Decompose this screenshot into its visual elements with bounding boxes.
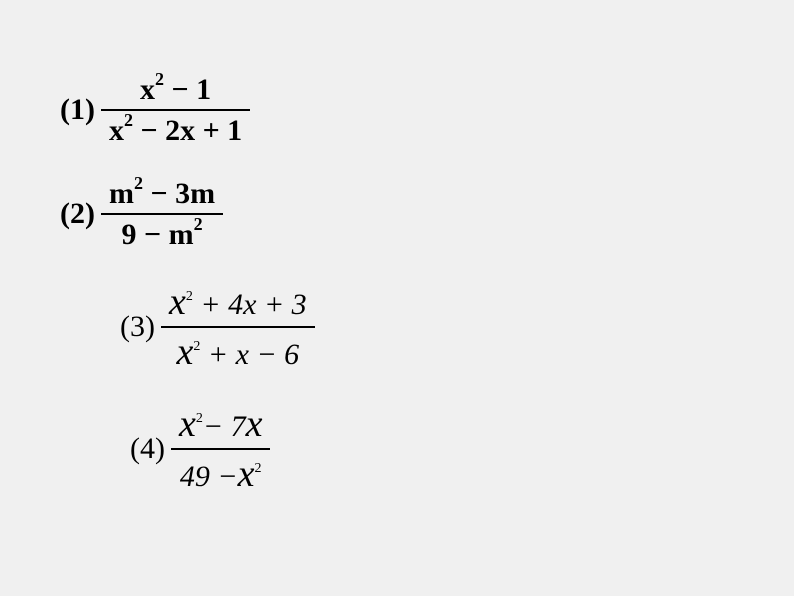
equation-3-numerator: x2 + 4x + 3	[161, 278, 315, 326]
equation-1-fraction: x2 − 1 x2 − 2x + 1	[101, 70, 250, 150]
equation-2: (2) m2 − 3m 9 − m2	[60, 174, 744, 254]
exponent: 2	[134, 173, 143, 193]
equation-4: (4) x2− 7x 49 −x2	[130, 400, 744, 498]
term: − 1	[164, 73, 211, 106]
var-x: x	[140, 73, 155, 106]
equation-3: (3) x2 + 4x + 3 x2 + x − 6	[120, 278, 744, 376]
term: − 2x + 1	[133, 114, 242, 147]
equation-4-label: (4)	[130, 432, 165, 466]
equation-1-denominator: x2 − 2x + 1	[101, 111, 250, 150]
var-x: x	[179, 403, 196, 445]
var-x: x	[238, 453, 255, 495]
term: 9 − m	[121, 218, 193, 251]
exponent: 2	[194, 214, 203, 234]
equation-2-label: (2)	[60, 197, 95, 231]
term: − 6	[249, 338, 299, 371]
term: − 7	[203, 410, 246, 443]
exponent: 2	[196, 411, 203, 426]
term: + 3	[256, 288, 306, 321]
exponent: 2	[193, 339, 200, 354]
term: + 4	[193, 288, 243, 321]
var-x: x	[109, 114, 124, 147]
term: 49 −	[180, 460, 238, 493]
equation-3-fraction: x2 + 4x + 3 x2 + x − 6	[161, 278, 315, 376]
equation-2-denominator: 9 − m2	[113, 215, 210, 254]
var-x: x	[169, 281, 186, 323]
equation-2-numerator: m2 − 3m	[101, 174, 223, 213]
equation-3-label: (3)	[120, 310, 155, 344]
exponent: 2	[255, 461, 262, 476]
var-x: x	[236, 338, 249, 371]
exponent: 2	[155, 69, 164, 89]
term: +	[200, 338, 235, 371]
var-m: m	[109, 177, 134, 210]
equation-4-numerator: x2− 7x	[171, 400, 271, 448]
equation-1-numerator: x2 − 1	[132, 70, 219, 109]
var-x: x	[246, 403, 263, 445]
equation-3-denominator: x2 + x − 6	[168, 328, 307, 376]
exponent: 2	[124, 110, 133, 130]
exponent: 2	[186, 289, 193, 304]
equation-1: (1) x2 − 1 x2 − 2x + 1	[60, 70, 744, 150]
equation-2-fraction: m2 − 3m 9 − m2	[101, 174, 223, 254]
equation-4-denominator: 49 −x2	[172, 450, 270, 498]
equation-4-fraction: x2− 7x 49 −x2	[171, 400, 271, 498]
var-x: x	[243, 288, 256, 321]
term: − 3m	[143, 177, 215, 210]
var-x: x	[176, 331, 193, 373]
equation-1-label: (1)	[60, 93, 95, 127]
